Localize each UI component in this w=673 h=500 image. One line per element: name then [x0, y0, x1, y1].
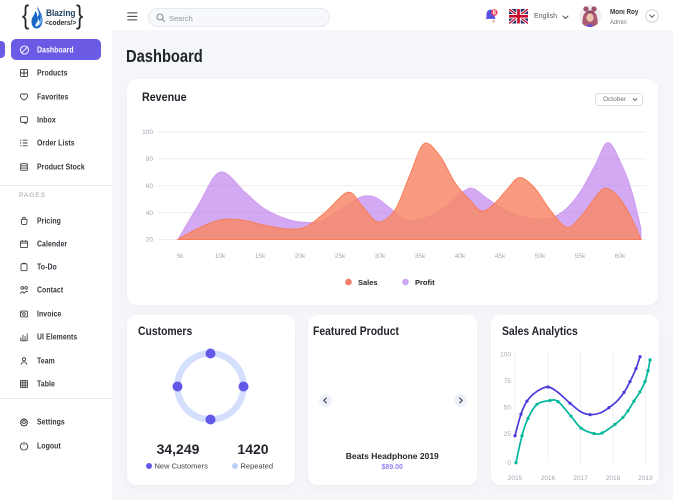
svg-text:6: 6: [493, 11, 497, 17]
svg-text:40k: 40k: [455, 253, 466, 260]
svg-text:60: 60: [146, 183, 154, 190]
svg-text:40: 40: [146, 210, 154, 217]
svg-text:Repeated: Repeated: [241, 462, 274, 471]
svg-text:1420: 1420: [237, 441, 268, 457]
svg-text:60k: 60k: [615, 253, 626, 260]
svg-text:2019: 2019: [638, 475, 653, 482]
svg-text:New Customers: New Customers: [155, 462, 209, 471]
svg-text:Profit: Profit: [415, 278, 435, 287]
svg-text:15k: 15k: [255, 253, 266, 260]
svg-text:30k: 30k: [375, 253, 386, 260]
svg-text:2015: 2015: [508, 475, 523, 482]
svg-text:2018: 2018: [606, 475, 621, 482]
svg-text:25: 25: [504, 431, 512, 438]
svg-text:35k: 35k: [415, 253, 426, 260]
svg-text:80: 80: [146, 156, 154, 163]
svg-text:0: 0: [507, 460, 511, 467]
svg-text:5k: 5k: [177, 253, 185, 260]
svg-text:45k: 45k: [495, 253, 506, 260]
svg-text:Sales: Sales: [358, 278, 378, 287]
svg-text:25k: 25k: [335, 253, 346, 260]
svg-text:50k: 50k: [535, 253, 546, 260]
svg-text:75: 75: [504, 378, 512, 385]
svg-text:50: 50: [504, 405, 512, 412]
svg-text:20: 20: [146, 237, 154, 244]
svg-text:10k: 10k: [215, 253, 226, 260]
svg-text:55k: 55k: [575, 253, 586, 260]
svg-text:20k: 20k: [295, 253, 306, 260]
svg-text:100: 100: [500, 352, 511, 359]
svg-text:100: 100: [142, 129, 153, 136]
svg-text:2017: 2017: [573, 475, 588, 482]
svg-text:2016: 2016: [541, 475, 556, 482]
svg-text:34,249: 34,249: [157, 441, 200, 457]
